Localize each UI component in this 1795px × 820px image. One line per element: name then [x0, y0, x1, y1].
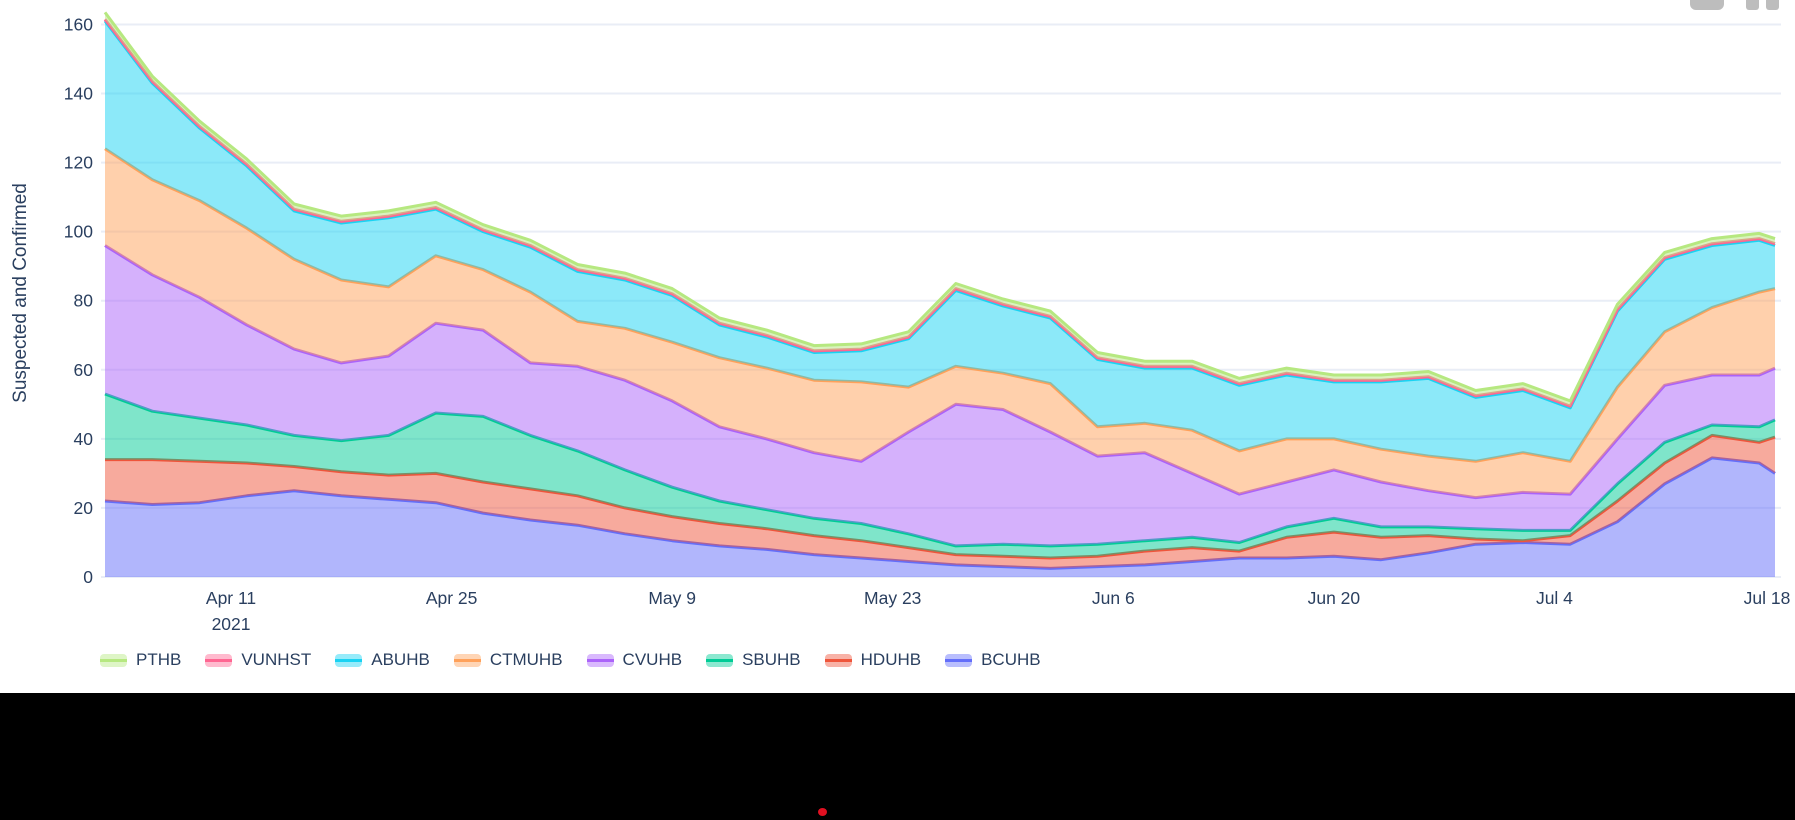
y-tick-label: 140 [64, 84, 93, 104]
dashed-box-icon[interactable] [1746, 0, 1779, 10]
y-tick-label: 100 [64, 222, 93, 242]
y-tick-label: 160 [64, 14, 93, 34]
area-CVUHB [105, 245, 1775, 546]
y-tick-label: 80 [74, 291, 94, 311]
y-axis-title: Suspected and Confirmed [10, 183, 31, 403]
y-tick-label: 0 [83, 567, 93, 587]
legend-label: HDUHB [860, 650, 922, 669]
x-tick-label: Apr 11 [206, 588, 256, 608]
area-SBUHB [105, 394, 1775, 558]
legend-label: BCUHB [981, 650, 1041, 669]
legend-label: PTHB [136, 650, 182, 669]
area-ABUHB [105, 21, 1775, 462]
legend-item-PTHB[interactable]: PTHB [100, 650, 181, 670]
x-tick-label: Apr 25 [426, 588, 478, 608]
x-tick-year-label: 2021 [212, 614, 251, 634]
legend-swatch-VUNHST [205, 653, 233, 667]
legend-label: SBUHB [742, 650, 801, 669]
legend-label: ABUHB [371, 650, 430, 669]
legend-item-CTMUHB[interactable]: CTMUHB [453, 650, 563, 670]
y-axis-tick-labels: 0 20 40 60 80 100 120 140 160 [64, 14, 93, 587]
area-BCUHB [105, 457, 1775, 577]
legend-label: CTMUHB [489, 650, 563, 669]
legend-swatch-BCUHB [945, 653, 973, 667]
legend-item-VUNHST[interactable]: VUNHST [205, 650, 311, 670]
red-dot-indicator [818, 808, 827, 816]
x-tick-label: Jun 20 [1308, 588, 1361, 608]
bottom-black-bar [0, 693, 1795, 820]
legend-item-BCUHB[interactable]: BCUHB [945, 650, 1041, 670]
legend-swatch-CVUHB [586, 653, 614, 667]
legend-swatch-PTHB [100, 653, 127, 667]
legend-item-ABUHB[interactable]: ABUHB [335, 650, 430, 670]
legend-swatch-SBUHB [706, 653, 734, 667]
x-tick-label: Jun 6 [1092, 588, 1135, 608]
legend-label: VUNHST [241, 650, 312, 669]
y-tick-label: 60 [74, 360, 94, 380]
line-PTHB [103, 11, 1776, 403]
y-tick-label: 120 [64, 153, 93, 173]
y-tick-label: 40 [74, 429, 94, 449]
legend-item-HDUHB[interactable]: HDUHB [824, 650, 922, 670]
area-series [103, 11, 1776, 577]
x-axis-tick-labels: Apr 11 2021 Apr 25 May 9 May 23 Jun 6 Jun 20 Ju… [206, 588, 1790, 634]
area-CTMUHB [105, 148, 1775, 498]
chart-legend: PTHB VUNHST ABUHB CTMUHB CVUHB SBUHB HDUHB BCUH… [100, 650, 1041, 670]
legend-swatch-ABUHB [335, 653, 363, 667]
legend-swatch-HDUHB [824, 653, 852, 667]
x-tick-label: May 9 [648, 588, 696, 608]
legend-swatch-CTMUHB [453, 653, 481, 667]
x-tick-label: Jul 18 [1744, 588, 1791, 608]
camera-icon[interactable] [1690, 0, 1724, 10]
legend-item-CVUHB[interactable]: CVUHB [586, 650, 683, 670]
legend-item-SBUHB[interactable]: SBUHB [706, 650, 801, 670]
x-tick-label: Jul 4 [1536, 588, 1573, 608]
stacked-area-chart-canvas[interactable]: 0 20 40 60 80 100 120 140 160 Apr 11 2021 Apr 25 Ma… [0, 0, 1795, 695]
x-tick-label: May 23 [864, 588, 921, 608]
legend-label: CVUHB [622, 650, 683, 669]
y-tick-label: 20 [74, 498, 94, 518]
modebar [1690, 0, 1779, 10]
